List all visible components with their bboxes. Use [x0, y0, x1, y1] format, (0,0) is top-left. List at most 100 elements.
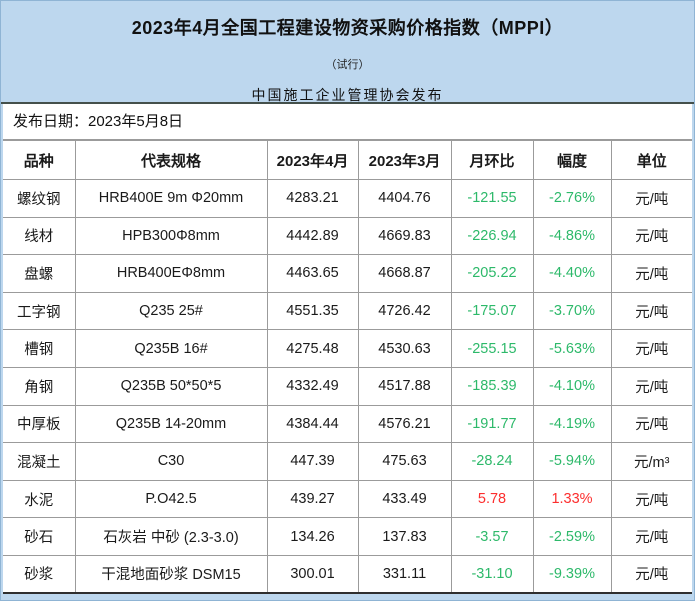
- spec-cell: HPB300Φ8mm: [74, 216, 268, 256]
- price-table-body: 螺纹钢 HRB400E 9m Φ20mm 4283.21 4404.76 -12…: [3, 179, 692, 594]
- col-header-spec: 代表规格: [74, 140, 268, 180]
- april-price-cell: 134.26: [266, 517, 359, 556]
- pct-change-cell: -4.40%: [532, 254, 612, 293]
- spec-cell: Q235B 50*50*5: [74, 366, 268, 406]
- mom-change-cell: -175.07: [450, 291, 534, 331]
- table-row: 盘螺 HRB400EΦ8mm 4463.65 4668.87 -205.22 -…: [3, 254, 692, 293]
- unit-cell: 元/吨: [610, 291, 692, 331]
- pct-change-cell: -4.86%: [532, 216, 612, 256]
- pct-change-cell: -5.94%: [532, 442, 612, 481]
- unit-cell: 元/吨: [610, 479, 692, 519]
- spec-cell: 石灰岩 中砂 (2.3-3.0): [74, 517, 268, 556]
- march-price-cell: 331.11: [357, 554, 452, 594]
- april-price-cell: 439.27: [266, 479, 359, 519]
- mom-change-cell: -185.39: [450, 366, 534, 406]
- march-price-cell: 4530.63: [357, 329, 452, 368]
- march-price-cell: 4726.42: [357, 291, 452, 331]
- table-row: 砂石 石灰岩 中砂 (2.3-3.0) 134.26 137.83 -3.57 …: [3, 517, 692, 556]
- table-row: 混凝土 C30 447.39 475.63 -28.24 -5.94% 元/m³: [3, 442, 692, 481]
- mom-change-cell: -205.22: [450, 254, 534, 293]
- mom-change-cell: -191.77: [450, 404, 534, 444]
- page-title: 2023年4月全国工程建设物资采购价格指数（MPPI）: [131, 18, 564, 38]
- variety-cell: 工字钢: [3, 291, 76, 331]
- spec-cell: HRB400E 9m Φ20mm: [74, 179, 268, 218]
- col-header-pct-change: 幅度: [532, 140, 612, 180]
- unit-cell: 元/吨: [610, 254, 692, 293]
- price-index-table: 品种 代表规格 2023年4月 2023年3月 月环比 幅度 单位 螺纹钢 HR…: [3, 140, 692, 595]
- pct-change-cell: -9.39%: [532, 554, 612, 594]
- report-header: 2023年4月全国工程建设物资采购价格指数（MPPI） （试行） 中国施工企业管…: [1, 1, 694, 104]
- variety-cell: 砂石: [3, 517, 76, 556]
- table-header-row: 品种 代表规格 2023年4月 2023年3月 月环比 幅度 单位: [3, 140, 692, 180]
- spec-cell: P.O42.5: [74, 479, 268, 519]
- march-price-cell: 433.49: [357, 479, 452, 519]
- spec-cell: Q235B 16#: [74, 329, 268, 368]
- mom-change-cell: -28.24: [450, 442, 534, 481]
- unit-cell: 元/吨: [610, 517, 692, 556]
- march-price-cell: 4668.87: [357, 254, 452, 293]
- variety-cell: 角钢: [3, 366, 76, 406]
- mom-change-cell: -226.94: [450, 216, 534, 256]
- spec-cell: 干混地面砂浆 DSM15: [74, 554, 268, 594]
- report-body: 发布日期：2023年5月8日 品种 代表规格 2023年4月 2023年3月 月…: [3, 104, 692, 595]
- april-price-cell: 447.39: [266, 442, 359, 481]
- spec-cell: C30: [74, 442, 268, 481]
- variety-cell: 水泥: [3, 479, 76, 519]
- unit-cell: 元/m³: [610, 442, 692, 481]
- variety-cell: 槽钢: [3, 329, 76, 368]
- pct-change-cell: -4.19%: [532, 404, 612, 444]
- publisher-label: 中国施工企业管理协会发布: [251, 89, 444, 104]
- col-header-unit: 单位: [610, 140, 692, 180]
- unit-cell: 元/吨: [610, 554, 692, 594]
- april-price-cell: 4283.21: [266, 179, 359, 218]
- march-price-cell: 4517.88: [357, 366, 452, 406]
- march-price-cell: 4404.76: [357, 179, 452, 218]
- variety-cell: 中厚板: [3, 404, 76, 444]
- variety-cell: 螺纹钢: [3, 179, 76, 218]
- april-price-cell: 300.01: [266, 554, 359, 594]
- mom-change-cell: -255.15: [450, 329, 534, 368]
- march-price-cell: 4576.21: [357, 404, 452, 444]
- march-price-cell: 4669.83: [357, 216, 452, 256]
- publish-date: 发布日期：2023年5月8日: [3, 104, 692, 140]
- table-row: 线材 HPB300Φ8mm 4442.89 4669.83 -226.94 -4…: [3, 216, 692, 256]
- table-row: 中厚板 Q235B 14-20mm 4384.44 4576.21 -191.7…: [3, 404, 692, 444]
- col-header-april: 2023年4月: [266, 140, 359, 180]
- april-price-cell: 4442.89: [266, 216, 359, 256]
- march-price-cell: 475.63: [357, 442, 452, 481]
- unit-cell: 元/吨: [610, 329, 692, 368]
- march-price-cell: 137.83: [357, 517, 452, 556]
- pct-change-cell: -2.76%: [532, 179, 612, 218]
- april-price-cell: 4551.35: [266, 291, 359, 331]
- table-row: 工字钢 Q235 25# 4551.35 4726.42 -175.07 -3.…: [3, 291, 692, 331]
- spec-cell: Q235 25#: [74, 291, 268, 331]
- variety-cell: 混凝土: [3, 442, 76, 481]
- mom-change-cell: -121.55: [450, 179, 534, 218]
- unit-cell: 元/吨: [610, 404, 692, 444]
- spec-cell: Q235B 14-20mm: [74, 404, 268, 444]
- pct-change-cell: -3.70%: [532, 291, 612, 331]
- pct-change-cell: -2.59%: [532, 517, 612, 556]
- col-header-variety: 品种: [3, 140, 76, 180]
- unit-cell: 元/吨: [610, 179, 692, 218]
- april-price-cell: 4275.48: [266, 329, 359, 368]
- pct-change-cell: 1.33%: [532, 479, 612, 519]
- table-row: 角钢 Q235B 50*50*5 4332.49 4517.88 -185.39…: [3, 366, 692, 406]
- col-header-march: 2023年3月: [357, 140, 452, 180]
- april-price-cell: 4384.44: [266, 404, 359, 444]
- mom-change-cell: -3.57: [450, 517, 534, 556]
- table-row: 螺纹钢 HRB400E 9m Φ20mm 4283.21 4404.76 -12…: [3, 179, 692, 218]
- spec-cell: HRB400EΦ8mm: [74, 254, 268, 293]
- mom-change-cell: -31.10: [450, 554, 534, 594]
- variety-cell: 线材: [3, 216, 76, 256]
- trial-label: （试行）: [325, 59, 370, 71]
- variety-cell: 砂浆: [3, 554, 76, 594]
- mom-change-cell: 5.78: [450, 479, 534, 519]
- unit-cell: 元/吨: [610, 216, 692, 256]
- pct-change-cell: -4.10%: [532, 366, 612, 406]
- col-header-mom-change: 月环比: [450, 140, 534, 180]
- pct-change-cell: -5.63%: [532, 329, 612, 368]
- april-price-cell: 4332.49: [266, 366, 359, 406]
- table-row: 槽钢 Q235B 16# 4275.48 4530.63 -255.15 -5.…: [3, 329, 692, 368]
